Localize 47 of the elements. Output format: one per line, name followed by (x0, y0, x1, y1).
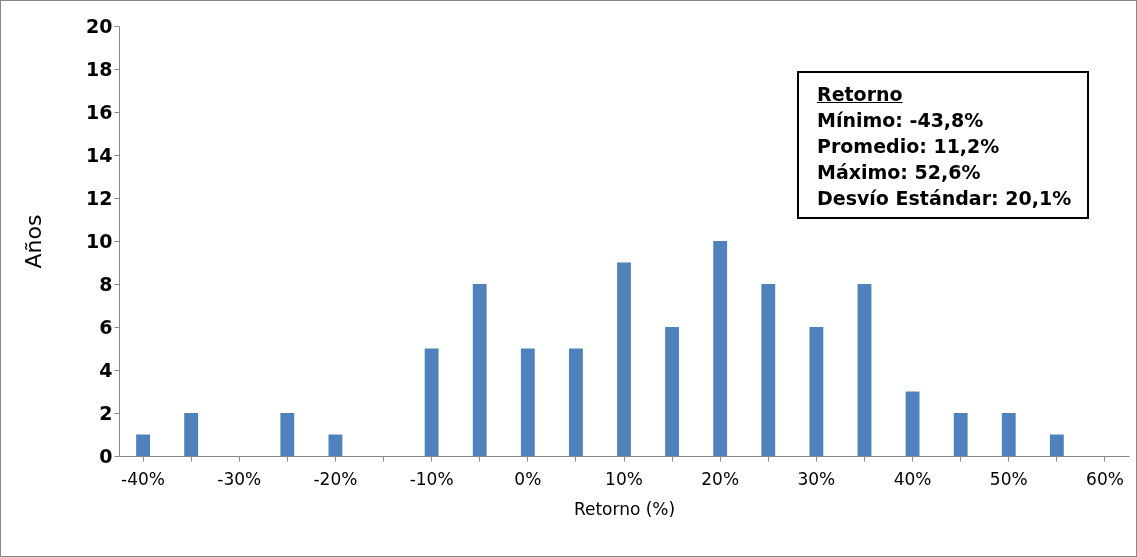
annotation: Máximo: 52,6% (817, 160, 982, 185)
y-tick-label: 18 (86, 57, 113, 80)
bar (568, 348, 583, 456)
x-tick-label: 60% (1086, 468, 1124, 489)
bar (472, 284, 487, 456)
y-tick-label: 14 (86, 143, 113, 166)
bar (713, 241, 728, 456)
y-tick-label: 2 (99, 401, 113, 424)
x-tick-label: 40% (893, 468, 932, 489)
y-tick-label: 20 (86, 14, 113, 37)
annotation: Promedio: 11,2% (817, 134, 1001, 159)
annotation: Retorno (817, 82, 904, 107)
y-tick-label: 10 (86, 229, 113, 252)
bar (857, 284, 872, 456)
bar (136, 434, 150, 456)
bar (184, 413, 199, 456)
bar (809, 327, 824, 456)
y-tick-label: 16 (86, 100, 113, 123)
bar (665, 327, 680, 456)
y-tick-label: 0 (99, 444, 113, 467)
bar (328, 434, 343, 456)
bar (280, 413, 295, 456)
bar (905, 391, 920, 456)
bar (1001, 413, 1016, 456)
bar (1049, 434, 1064, 456)
x-tick-label: -30% (217, 468, 262, 489)
y-tick-label: 8 (99, 272, 113, 295)
x-tick-label: 0% (514, 468, 542, 489)
x-axis-title: Retorno (%) (573, 498, 676, 519)
annotation: Desvío Estándar: 20,1% (817, 186, 1072, 211)
x-tick-label: 50% (989, 468, 1028, 489)
y-axis-title: Años (21, 214, 47, 269)
bar (761, 284, 776, 456)
y-tick-label: 6 (99, 315, 113, 338)
x-tick-label: 20% (701, 468, 740, 489)
x-tick-label: -10% (409, 468, 454, 489)
x-tick-label: -20% (313, 468, 358, 489)
x-tick-label: 30% (797, 468, 836, 489)
x-tick-label: 10% (605, 468, 643, 489)
bar (953, 413, 968, 456)
annotation: Mínimo: -43,8% (817, 108, 985, 133)
bar (617, 262, 631, 456)
bar (520, 348, 535, 456)
y-tick-label: 4 (99, 358, 113, 381)
x-tick-label: -40% (121, 468, 166, 489)
bar (424, 348, 439, 456)
y-tick-label: 12 (86, 186, 113, 209)
